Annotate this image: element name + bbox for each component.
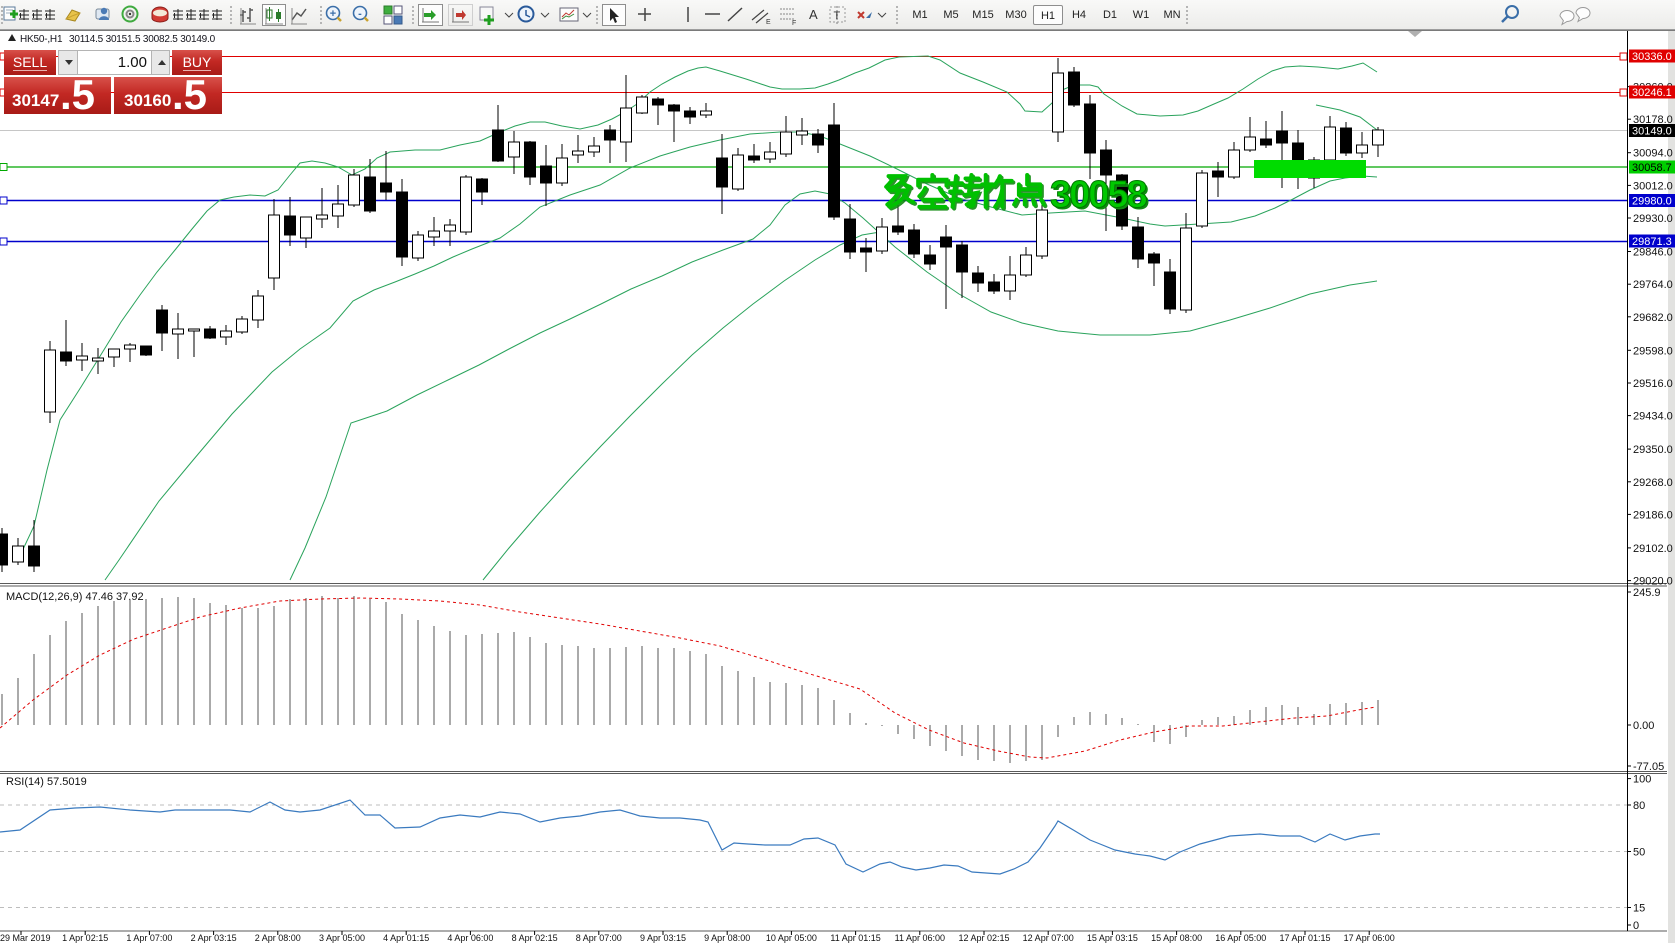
svg-text:30058: 30058 [1052,176,1149,218]
svg-text:29268.0: 29268.0 [1633,477,1673,489]
svg-text:50: 50 [1633,847,1645,859]
svg-text:17 Apr 01:15: 17 Apr 01:15 [1279,933,1330,943]
svg-text:8 Apr 02:15: 8 Apr 02:15 [512,933,558,943]
svg-text:245.9: 245.9 [1633,587,1661,599]
svg-text:2 Apr 08:00: 2 Apr 08:00 [255,933,301,943]
svg-text:8 Apr 07:00: 8 Apr 07:00 [576,933,622,943]
svg-text:30058: 30058 [1050,174,1147,216]
svg-text:30336.0: 30336.0 [1632,51,1672,63]
svg-text:29846.0: 29846.0 [1633,247,1673,259]
svg-text:29516.0: 29516.0 [1633,378,1673,390]
svg-text:30094.0: 30094.0 [1633,148,1673,160]
svg-text:30012.0: 30012.0 [1633,180,1673,192]
svg-text:0.00: 0.00 [1633,720,1654,732]
svg-text:29930.0: 29930.0 [1633,213,1673,225]
svg-text:15: 15 [1633,903,1645,915]
svg-text:0: 0 [1633,920,1639,932]
svg-text:11 Apr 06:00: 11 Apr 06:00 [895,933,945,943]
svg-text:F: F [792,20,796,27]
svg-text:100: 100 [1633,774,1651,786]
svg-text:15 Apr 08:00: 15 Apr 08:00 [1151,933,1202,943]
svg-text:17 Apr 06:00: 17 Apr 06:00 [1344,933,1395,943]
svg-text:11 Apr 01:15: 11 Apr 01:15 [830,933,880,943]
svg-text:MACD(12,26,9) 47.46 37.92: MACD(12,26,9) 47.46 37.92 [6,591,144,603]
svg-text:12 Apr 02:15: 12 Apr 02:15 [958,933,1009,943]
svg-text:29102.0: 29102.0 [1633,543,1673,555]
svg-text:29434.0: 29434.0 [1633,411,1673,423]
svg-text:10 Apr 05:00: 10 Apr 05:00 [766,933,817,943]
svg-text:29350.0: 29350.0 [1633,444,1673,456]
svg-text:T: T [834,10,841,22]
svg-text:16 Apr 05:00: 16 Apr 05:00 [1215,933,1266,943]
svg-text:29186.0: 29186.0 [1633,509,1673,521]
svg-text:29598.0: 29598.0 [1633,345,1673,357]
svg-text:RSI(14) 57.5019: RSI(14) 57.5019 [6,776,87,788]
svg-text:4 Apr 01:15: 4 Apr 01:15 [383,933,429,943]
svg-text:29980.0: 29980.0 [1632,196,1672,208]
svg-text:80: 80 [1633,800,1645,812]
svg-text:3 Apr 05:00: 3 Apr 05:00 [319,933,365,943]
svg-text:30178.0: 30178.0 [1633,114,1673,126]
svg-text:29 Mar 2019: 29 Mar 2019 [0,933,51,943]
svg-text:29020.0: 29020.0 [1633,576,1673,588]
svg-text:9 Apr 08:00: 9 Apr 08:00 [704,933,750,943]
svg-text:1 Apr 02:15: 1 Apr 02:15 [62,933,108,943]
svg-text:A: A [809,7,818,22]
svg-text:-77.05: -77.05 [1633,761,1664,773]
svg-text:30149.0: 30149.0 [1632,126,1672,138]
svg-text:1 Apr 07:00: 1 Apr 07:00 [126,933,172,943]
svg-text:29764.0: 29764.0 [1633,279,1673,291]
svg-text:+: + [330,8,336,20]
svg-text:E: E [766,19,771,26]
svg-text:15 Apr 03:15: 15 Apr 03:15 [1087,933,1138,943]
svg-text:4 Apr 06:00: 4 Apr 06:00 [447,933,493,943]
svg-text:-: - [358,8,362,20]
svg-text:29682.0: 29682.0 [1633,312,1673,324]
svg-text:30246.1: 30246.1 [1632,87,1672,99]
svg-text:12 Apr 07:00: 12 Apr 07:00 [1023,933,1074,943]
svg-text:29871.3: 29871.3 [1632,236,1672,248]
svg-text:2 Apr 03:15: 2 Apr 03:15 [191,933,237,943]
svg-text:30058.7: 30058.7 [1632,162,1672,174]
svg-text:9 Apr 03:15: 9 Apr 03:15 [640,933,686,943]
